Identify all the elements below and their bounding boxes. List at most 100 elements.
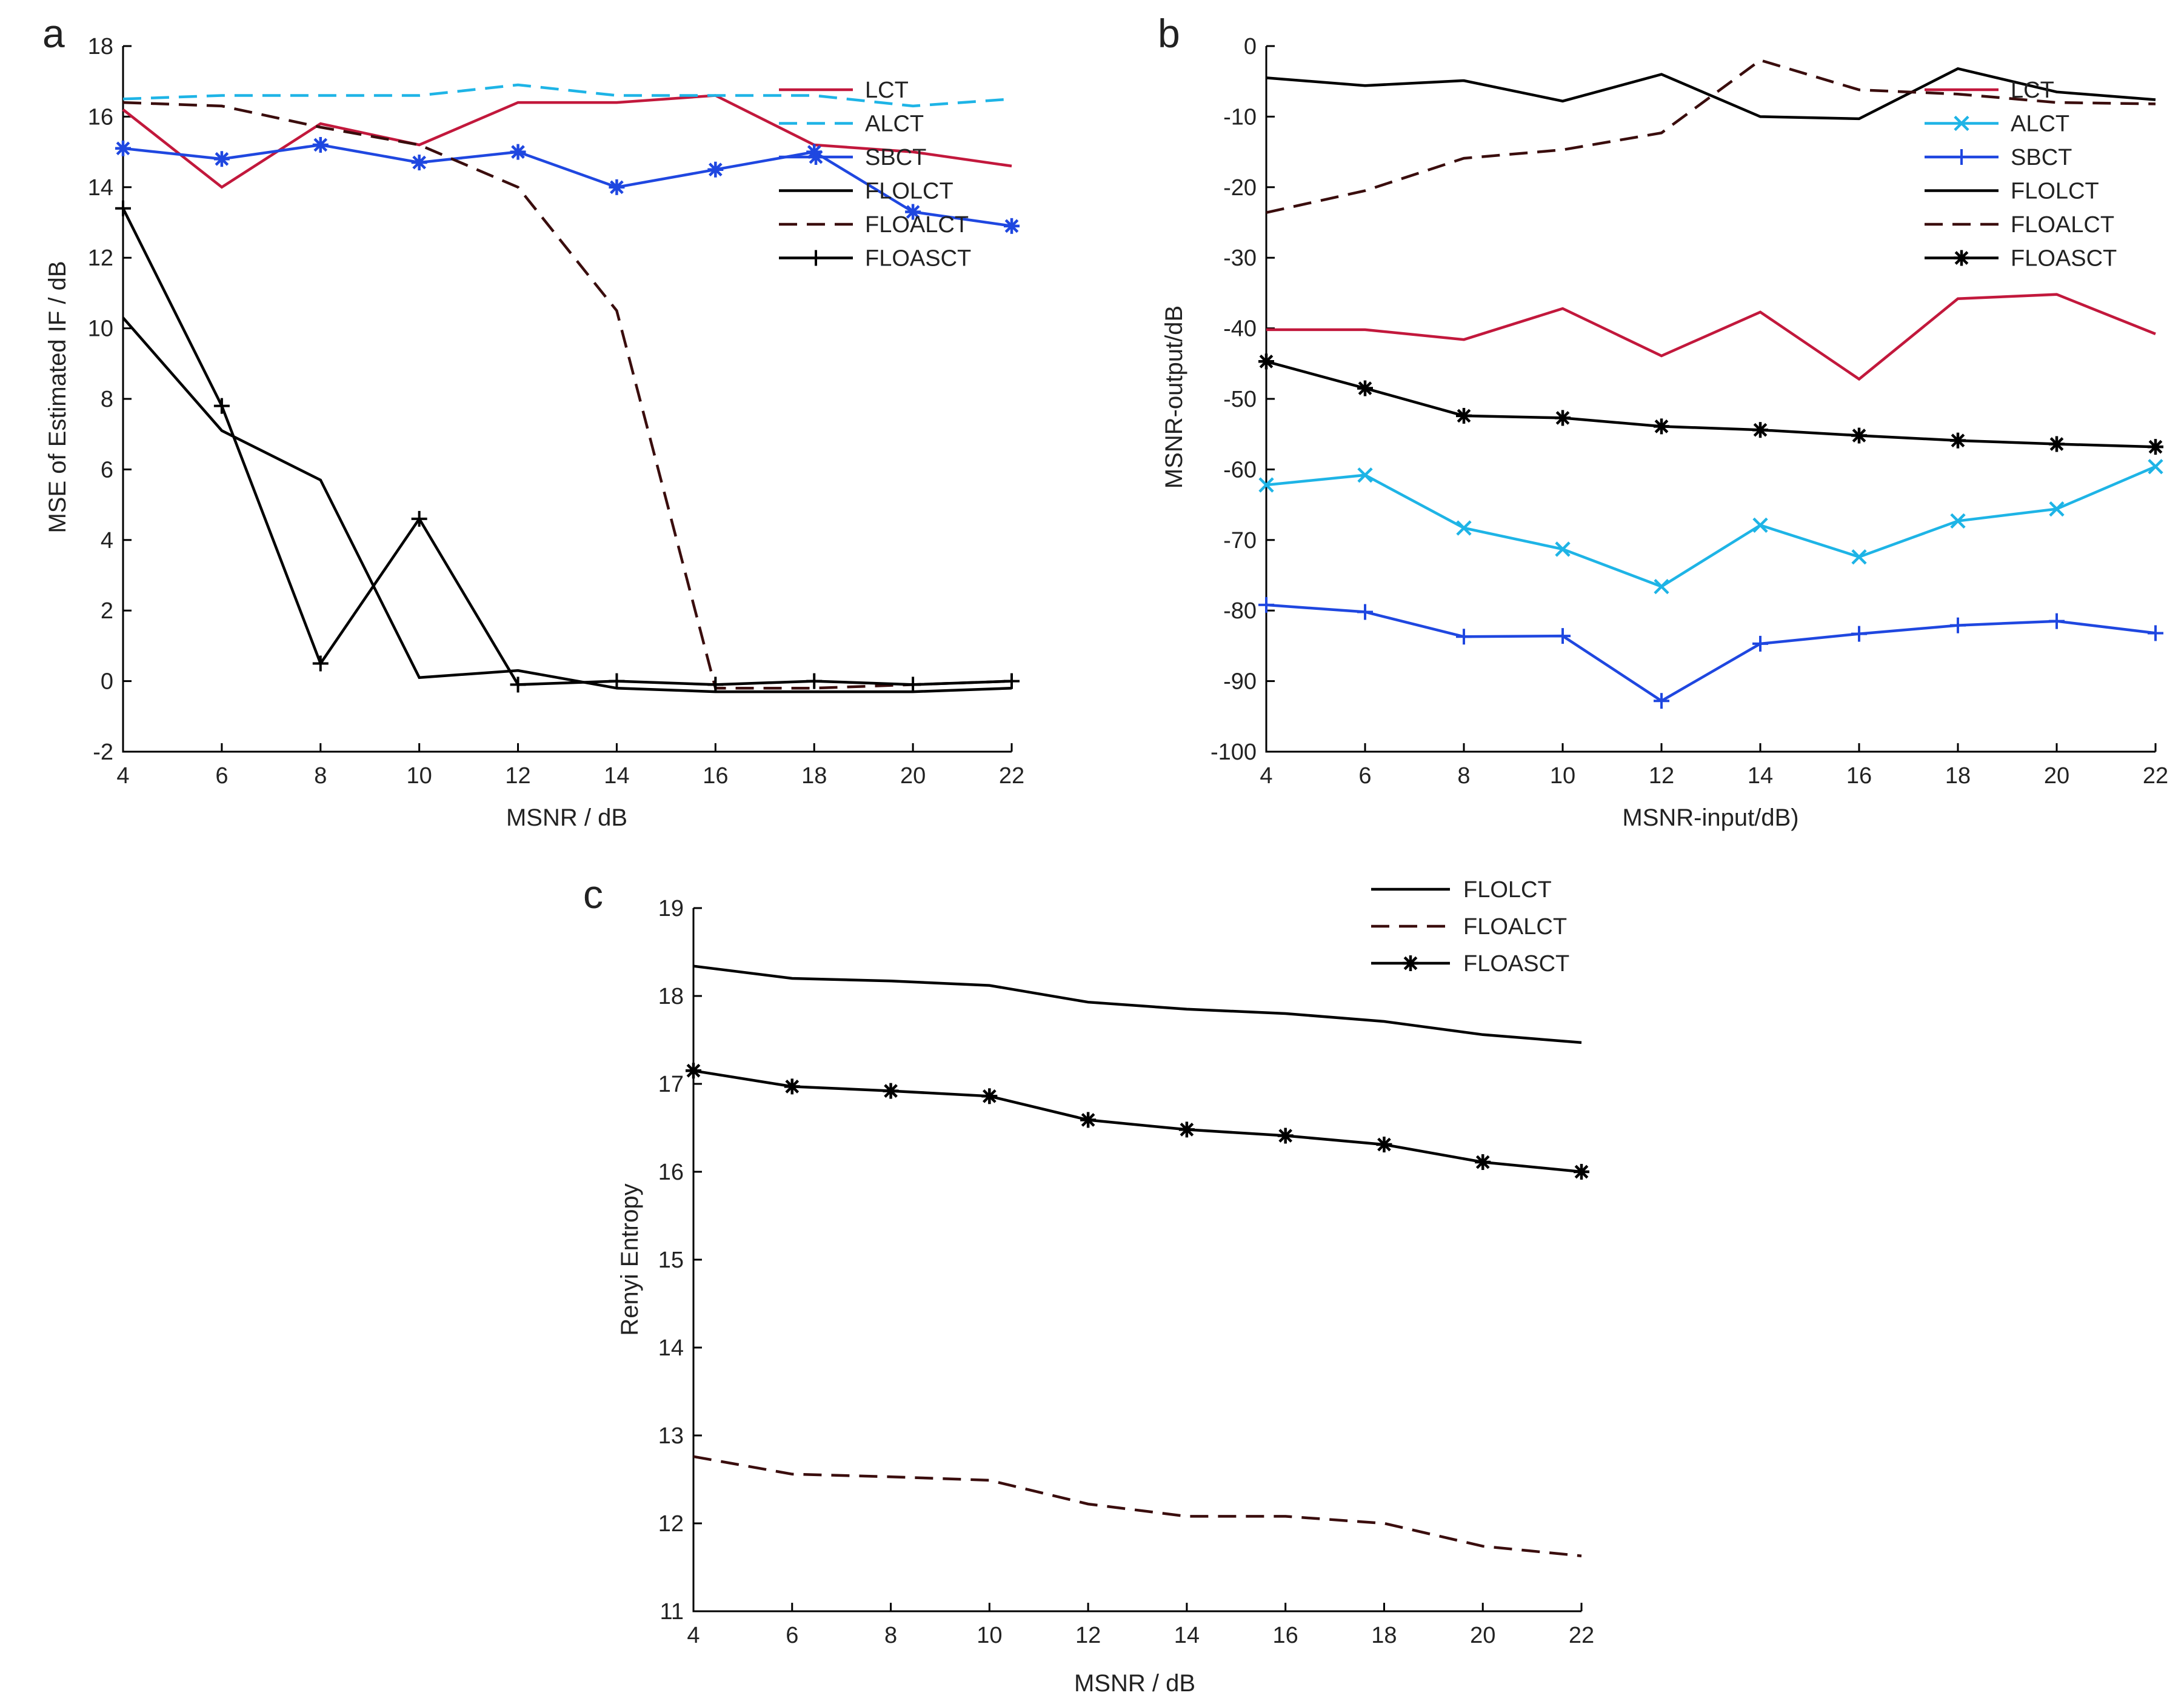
panel-b-series-floasct-point-10 — [1555, 410, 1571, 426]
panel-a-legend-entry-floalct: FLOALCT — [779, 212, 969, 238]
panel-c-series-floasct-point-16 — [1277, 1128, 1294, 1144]
panel-b-x-tick-label-22: 22 — [2143, 763, 2168, 789]
panel-a-y-tick-label-8: 8 — [101, 387, 113, 412]
panel-a-series-sbct-point-6 — [213, 151, 230, 167]
panel-a-series-sbct-point-22-stroke-d2 — [1004, 219, 1019, 233]
panel-b-series-floasct-point-6 — [1357, 380, 1373, 396]
panel-c-series-floasct-point-6 — [784, 1078, 800, 1095]
panel-c-series-floasct — [686, 1063, 1589, 1180]
panel-b-series-floalct-line — [1266, 58, 2156, 214]
panel-b-legend-entry-sbct: SBCT — [1925, 145, 2072, 170]
panel-b-series-floasct-point-16 — [1851, 427, 1867, 444]
panel-c-series-floasct-point-10 — [981, 1088, 998, 1104]
panel-b-y-tick-label--80: -80 — [1223, 598, 1257, 624]
panel-a-series-floasct-point-6 — [213, 398, 230, 414]
panel-c-legend-entry-flolct: FLOLCT — [1371, 877, 1552, 903]
panel-a-series-lct — [122, 94, 1012, 189]
panel-b-legend-entry-lct: LCT — [1925, 78, 2054, 103]
panel-b-y-tick-label--90: -90 — [1223, 669, 1257, 695]
panel-c-y-tick-label-13: 13 — [658, 1423, 684, 1449]
panel-b-series-sbct-point-6 — [1357, 604, 1373, 620]
panel-c-x-tick-label-4: 4 — [687, 1623, 700, 1648]
panel-b-y-tick-label--20: -20 — [1223, 175, 1257, 201]
panel-a-legend-entry-alct-label: ALCT — [865, 112, 924, 137]
panel-c-x-tick-label-12: 12 — [1075, 1623, 1101, 1648]
panel-a-legend-entry-flolct: FLOLCT — [779, 179, 953, 204]
panel-c-series-floalct-line — [693, 1455, 1582, 1557]
panel-c-legend-entry-floalct-label: FLOALCT — [1463, 914, 1567, 940]
panel-b-series-floasct-point-14-stroke-d2 — [1753, 423, 1768, 437]
panel-a-legend-entry-floalct-label: FLOALCT — [865, 212, 969, 238]
panel-c-series-floasct-point-10-stroke-d2 — [982, 1089, 997, 1103]
panel-b-series-alct-point-20-stroke-d2 — [2049, 501, 2065, 517]
panel-b-legend: LCT ALCT SBCT FLOLCT FLOALCT FLOASCT — [1925, 78, 2117, 272]
panel-b-series-floasct-point-14 — [1752, 422, 1768, 438]
panel-b-y-axis-label: MSNR-output/dB — [1161, 306, 1187, 489]
panel-a: a MSNR / dB MSE of Estimated IF / dB 4 6 8… — [42, 11, 1024, 831]
panel-b-series-lct — [1266, 293, 2156, 381]
panel-c-series-floasct-point-14-stroke-d2 — [1180, 1123, 1194, 1137]
panel-a-series-sbct-point-16 — [707, 161, 724, 178]
panel-a-y-tick-label-14: 14 — [88, 175, 113, 201]
panel-a-series-floasct-point-18 — [806, 673, 823, 689]
panel-b-series-alct-point-6 — [1357, 467, 1373, 483]
panel-b-series-alct-point-10-stroke-d2 — [1555, 541, 1571, 557]
panel-a-y-tick-label-18: 18 — [88, 34, 113, 59]
panel-c-series-floasct-point-4-stroke-d2 — [686, 1063, 701, 1078]
panel-b-series-flolct — [1266, 67, 2156, 121]
panel-c-series-floasct-point-8-stroke-d2 — [884, 1084, 898, 1098]
panel-c-x-tick-label-20: 20 — [1470, 1623, 1495, 1648]
panel-a-series-sbct-point-6-stroke-d2 — [215, 152, 229, 166]
panel-c-y-tick-label-17: 17 — [658, 1072, 684, 1097]
panel-a-series-sbct-point-12 — [510, 144, 526, 160]
panel-c-legend-entry-floasct-marker-stroke-d2 — [1403, 956, 1418, 971]
panel-c-series-floasct-point-22 — [1574, 1164, 1589, 1180]
panel-c-y-tick-label-12: 12 — [658, 1511, 684, 1537]
panel-b-series-floasct-point-12 — [1654, 418, 1669, 435]
panel-b-x-tick-label-14: 14 — [1748, 763, 1773, 789]
panel-a-series-floasct-point-10 — [411, 510, 427, 527]
panel-a-y-tick-label-10: 10 — [88, 316, 113, 342]
panel-a-legend-entry-sbct-marker — [808, 149, 824, 165]
panel-c-legend-entry-floasct-label: FLOASCT — [1463, 951, 1569, 977]
panel-a-series-sbct-point-8 — [312, 136, 329, 153]
panel-b-legend-entry-flolct: FLOLCT — [1925, 179, 2099, 204]
panel-c-legend-entry-floalct: FLOALCT — [1371, 914, 1567, 940]
panel-c-series-floasct-point-20-stroke-d2 — [1475, 1155, 1490, 1169]
panel-a-series-floalct — [122, 101, 1012, 690]
panel-b-series-alct-point-18-stroke-d2 — [1950, 513, 1966, 529]
panel-a-x-tick-label-12: 12 — [505, 763, 530, 789]
panel-b-x-tick-label-20: 20 — [2044, 763, 2069, 789]
panel-a-series-floalct-line — [122, 101, 1012, 690]
panel-b-x-tick-label-16: 16 — [1846, 763, 1872, 789]
panel-a-series-sbct-point-14-stroke-d2 — [610, 180, 624, 195]
panel-b-series-sbct-point-22 — [2148, 625, 2163, 641]
panel-c-legend-entry-floasct-marker — [1403, 955, 1418, 971]
panel-b-series-floasct-point-8-stroke-d2 — [1457, 409, 1471, 423]
panel-a-legend-entry-sbct-label: SBCT — [865, 145, 926, 170]
panel-c-series-floasct-point-16-stroke-d2 — [1278, 1129, 1293, 1143]
panel-b-series-floasct-point-18-stroke-d2 — [1951, 433, 1965, 448]
panel-a-legend-entry-lct: LCT — [779, 78, 909, 103]
panel-b-y-tick-label--50: -50 — [1223, 387, 1257, 412]
panel-a-series-sbct-line — [122, 143, 1012, 228]
panel-b-series-alct-point-14-stroke-d2 — [1752, 517, 1768, 533]
panel-a-series-sbct-point-10-stroke-d2 — [412, 155, 427, 170]
panel-a-legend-entry-floasct-marker — [808, 250, 824, 266]
panel-a-legend: LCT ALCT SBCT FLOLCT FLOALCT FLOASCT — [779, 78, 971, 272]
panel-b-legend-entry-lct-label: LCT — [2011, 78, 2054, 103]
panel-c-x-tick-label-8: 8 — [884, 1623, 897, 1648]
panel-a-series-floasct-point-12 — [510, 677, 526, 693]
panel-c-series-floasct-point-18 — [1376, 1137, 1392, 1153]
panel-a-y-tick-label-2: 2 — [101, 598, 113, 624]
panel-b-series-alct-point-12-stroke-d2 — [1654, 578, 1669, 595]
panel-a-legend-entry-sbct: SBCT — [779, 145, 926, 170]
panel-b-series-alct-point-8 — [1456, 520, 1472, 536]
panel-c-y-axis-label: Renyi Entropy — [616, 1183, 643, 1335]
panel-b-series-sbct-point-18 — [1950, 617, 1966, 633]
panel-b-series-floasct-point-6-stroke-d2 — [1358, 381, 1372, 395]
panel-b-series-alct-point-4-stroke-d2 — [1258, 477, 1274, 493]
panel-a-x-tick-label-8: 8 — [314, 763, 327, 789]
panel-b-series-floasct-point-22-stroke-d2 — [2148, 439, 2163, 454]
